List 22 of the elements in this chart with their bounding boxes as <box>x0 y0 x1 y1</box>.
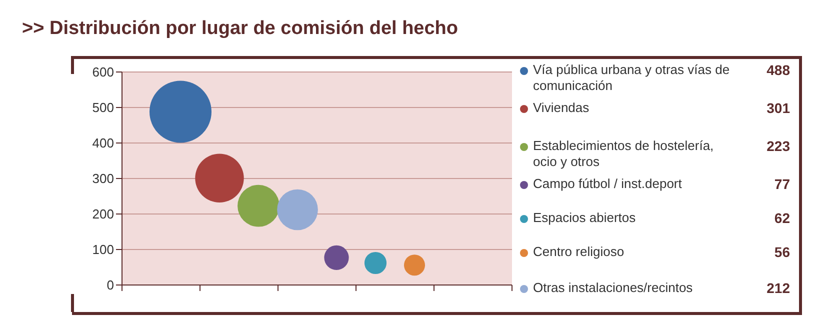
y-tick-label: 100 <box>92 242 114 258</box>
text: 56 <box>774 244 790 260</box>
legend-label: Otras instalaciones/recintos <box>533 280 694 296</box>
text: 301 <box>766 100 790 116</box>
y-tick-label: 0 <box>106 278 114 293</box>
legend-label: Campo fútbol / inst.deport <box>533 176 683 192</box>
text: 62 <box>774 210 790 226</box>
legend-label: Espacios abiertos <box>533 210 637 226</box>
chart-title: >> Distribución por lugar de comisión del hecho <box>22 18 458 40</box>
y-tick-label: 200 <box>92 206 114 222</box>
text: 77 <box>774 176 790 192</box>
legend-label: Centro religioso <box>533 244 626 260</box>
y-tick-label: 500 <box>92 100 114 116</box>
y-tick-label: 400 <box>92 136 114 151</box>
text: 223 <box>766 138 790 156</box>
legend-label: Viviendas <box>533 100 590 116</box>
y-tick-label: 300 <box>92 171 114 186</box>
text: 212 <box>766 280 790 296</box>
y-tick-label: 600 <box>92 64 114 80</box>
text: 488 <box>766 62 790 80</box>
legend-label: Vía pública urbana y otras vías de comunicación <box>533 62 731 94</box>
legend-label: Establecimientos de hostelería, ocio y otros <box>533 138 715 170</box>
